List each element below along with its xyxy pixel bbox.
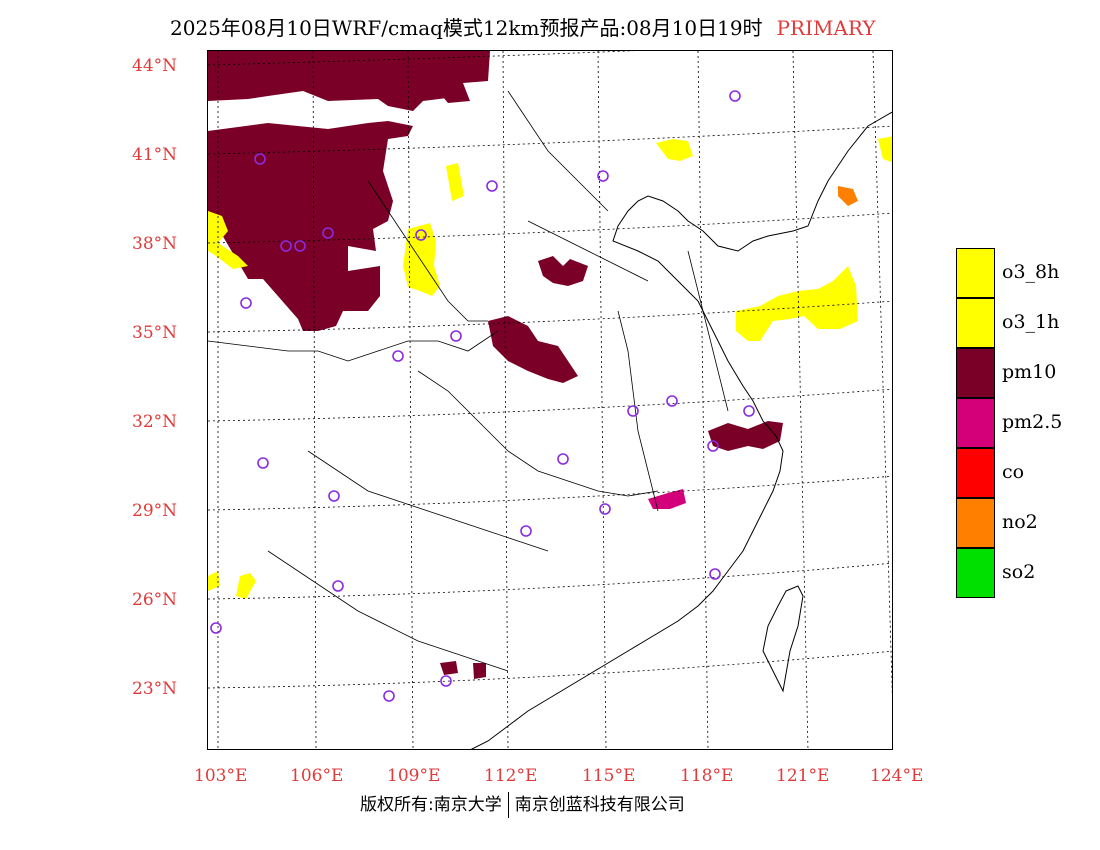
lon-label-112: 112°E bbox=[484, 766, 538, 786]
map-canvas bbox=[208, 51, 892, 749]
pm10-cluster-henan bbox=[488, 316, 578, 383]
lat-label-32: 32°N bbox=[132, 412, 178, 432]
legend-swatch bbox=[956, 298, 995, 348]
footer-separator bbox=[507, 792, 509, 818]
map-panel bbox=[207, 50, 893, 750]
copyright-left: 版权所有:南京大学 bbox=[360, 795, 502, 815]
o3-region-yellow-sea bbox=[736, 266, 858, 341]
legend-label: pm10 bbox=[1002, 361, 1057, 383]
legend-label: o3_8h bbox=[1002, 261, 1060, 283]
legend-label: no2 bbox=[1002, 511, 1038, 533]
lon-label-124: 124°E bbox=[870, 766, 924, 786]
pm10-cluster-guangdong bbox=[440, 661, 486, 679]
o3-region-liaoning bbox=[656, 139, 693, 161]
lat-label-35: 35°N bbox=[132, 323, 178, 343]
lat-label-44: 44°N bbox=[132, 56, 178, 76]
pm10-cluster-jiangsu bbox=[708, 421, 783, 451]
pm10-region-northwest-2 bbox=[208, 121, 413, 331]
lon-label-115: 115°E bbox=[582, 766, 636, 786]
lat-label-26: 26°N bbox=[132, 590, 178, 610]
lon-label-118: 118°E bbox=[680, 766, 734, 786]
no2-cluster-shanghai bbox=[838, 186, 858, 206]
legend-label: o3_1h bbox=[1002, 311, 1060, 333]
title-tag: PRIMARY bbox=[776, 16, 876, 40]
lon-label-106: 106°E bbox=[290, 766, 344, 786]
legend-swatch bbox=[956, 548, 995, 598]
lon-label-121: 121°E bbox=[776, 766, 830, 786]
lon-label-109: 109°E bbox=[387, 766, 441, 786]
station-markers bbox=[210, 90, 755, 702]
copyright-right: 南京创蓝科技有限公司 bbox=[514, 795, 685, 815]
coastline bbox=[470, 111, 892, 749]
lon-label-103: 103°E bbox=[194, 766, 248, 786]
lat-label-38: 38°N bbox=[132, 234, 178, 254]
o3-region-loess bbox=[403, 223, 440, 296]
pm10-cluster-shandong bbox=[538, 256, 588, 286]
lat-label-29: 29°N bbox=[132, 501, 178, 521]
lat-label-23: 23°N bbox=[132, 679, 178, 699]
o3-region-korea bbox=[878, 136, 892, 163]
o3-region-northwest-edge bbox=[208, 211, 248, 269]
legend-swatch bbox=[956, 398, 995, 448]
copyright-footer: 版权所有:南京大学 南京创蓝科技有限公司 bbox=[360, 790, 685, 818]
lat-label-41: 41°N bbox=[132, 145, 178, 165]
legend-label: co bbox=[1002, 461, 1025, 483]
map-title: 2025年08月10日WRF/cmaq模式12km预报产品:08月10日19时 P… bbox=[170, 12, 876, 40]
legend-swatch bbox=[956, 448, 995, 498]
legend-label: pm2.5 bbox=[1002, 411, 1063, 433]
pm10-region-north bbox=[436, 51, 490, 103]
legend-swatch bbox=[956, 498, 995, 548]
pm10-region-northwest bbox=[208, 51, 488, 111]
legend-swatch bbox=[956, 248, 995, 298]
legend-swatch bbox=[956, 348, 995, 398]
o3-region-hebei bbox=[446, 163, 464, 201]
graticule bbox=[208, 51, 892, 749]
title-text: 2025年08月10日WRF/cmaq模式12km预报产品:08月10日19时 bbox=[170, 16, 763, 40]
taiwan-outline bbox=[762, 585, 804, 693]
pm2-5-cluster-jiangxi bbox=[648, 489, 686, 509]
province-borders bbox=[208, 90, 729, 672]
o3-region-south bbox=[208, 571, 256, 599]
legend-label: so2 bbox=[1002, 561, 1036, 583]
